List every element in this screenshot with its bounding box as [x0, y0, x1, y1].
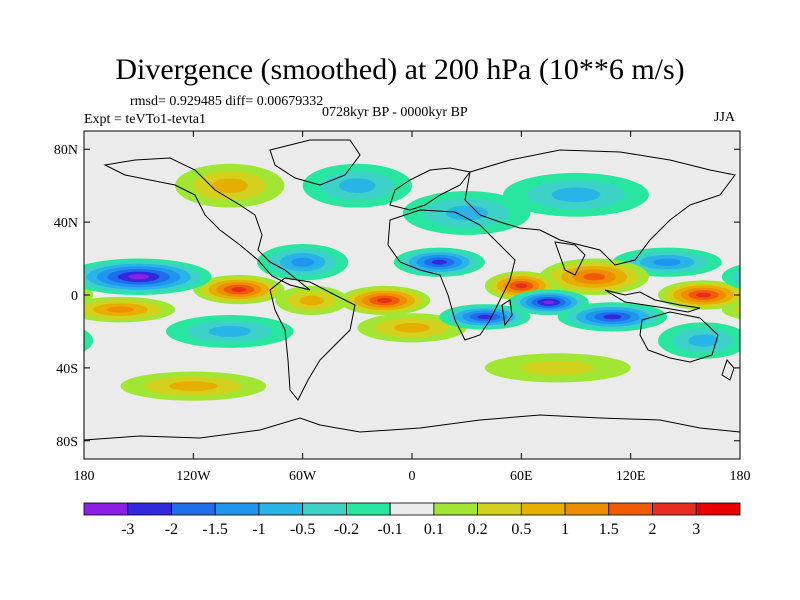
map-axes: 80N 40N 0 40S 80S 180 120W 60W 0 60E 120E 180 — [54, 131, 751, 484]
coastlines — [84, 139, 740, 441]
colorbar-label: 1.5 — [599, 521, 619, 538]
colorbar-swatch — [171, 502, 216, 516]
field-contour — [653, 258, 681, 266]
colorbar-label: -0.1 — [377, 521, 402, 538]
field-contour — [169, 381, 218, 391]
field-contour — [208, 325, 252, 337]
colorbar-label: 0.1 — [424, 521, 444, 538]
colorbar-label: 0.2 — [468, 521, 488, 538]
colorbar-label: 2 — [649, 521, 657, 538]
field-contour — [431, 259, 447, 265]
divergence-field — [84, 131, 740, 459]
colorbar-swatch — [564, 502, 610, 516]
field-contour — [84, 286, 94, 304]
field-contour — [299, 295, 324, 306]
lon-tick-label: 180 — [74, 469, 95, 484]
colorbar-swatch — [83, 502, 129, 516]
experiment-label: Expt = teVTo1-tevta1 — [84, 112, 206, 127]
coastline-south-america — [269, 277, 356, 401]
field-contour — [732, 269, 740, 285]
lon-tick-label: 180 — [730, 469, 751, 484]
lat-tick-label: 80S — [56, 435, 78, 450]
lon-tick-label: 120W — [176, 469, 211, 484]
colorbar-swatch — [389, 502, 435, 516]
colorbar-swatch — [695, 502, 741, 516]
colorbar-label: -1 — [252, 521, 265, 538]
field-contour — [393, 322, 431, 333]
field-contour — [377, 298, 393, 303]
lat-tick-label: 0 — [71, 289, 78, 304]
coastline-africa — [387, 209, 516, 341]
colorbar-label: -3 — [121, 521, 134, 538]
coastline-australia — [639, 311, 719, 363]
lon-tick-label: 60E — [510, 469, 533, 484]
lon-tick-label: 60W — [289, 469, 317, 484]
coastline-north-america — [103, 157, 311, 291]
field-contour — [445, 205, 488, 221]
field-contour — [542, 300, 555, 305]
colorbar-swatch — [214, 502, 260, 516]
field-contour — [735, 305, 740, 314]
lon-tick-label: 120E — [616, 469, 646, 484]
season-label: JJA — [714, 110, 736, 125]
coastline-antarctica — [84, 414, 740, 441]
field-contour — [515, 283, 528, 289]
field-contour — [551, 187, 601, 203]
colorbar-swatch — [520, 502, 566, 516]
field-contour — [695, 292, 712, 298]
colorbar-label: -1.5 — [203, 521, 228, 538]
colorbar-label: -0.5 — [290, 521, 315, 538]
colorbar-label: -2 — [165, 521, 178, 538]
stats-label: rmsd= 0.929485 diff= 0.00679332 — [130, 94, 324, 109]
field-contour — [603, 314, 622, 320]
field-contour — [231, 287, 247, 292]
colorbar-label: -0.2 — [334, 521, 359, 538]
field-contour — [688, 334, 719, 347]
coastline-asia — [464, 149, 736, 266]
colorbar-swatch — [652, 502, 697, 516]
field-contour — [211, 178, 248, 193]
colorbar-swatch — [477, 502, 522, 516]
coastline-new-zealand — [721, 359, 735, 381]
colorbar-swatch — [127, 502, 172, 516]
colorbar-swatch — [433, 502, 479, 516]
lat-tick-label: 40S — [56, 362, 78, 377]
map-title: Divergence (smoothed) at 200 hPa (10**6 … — [115, 53, 685, 86]
lat-tick-label: 40N — [54, 216, 78, 231]
field-contour — [339, 178, 376, 193]
field-contour — [128, 274, 150, 280]
colorbar-label: 1 — [561, 521, 569, 538]
lat-tick-label: 80N — [54, 143, 78, 158]
colorbar-swatch — [258, 502, 304, 516]
colorbar-swatch — [345, 502, 391, 516]
field-contour — [521, 360, 595, 376]
coastline-indonesia — [604, 289, 701, 313]
field-contour — [721, 264, 740, 289]
colorbar: -3 -2 -1.5 -1 -0.5 -0.2 -0.1 0.1 0.2 0.5 1 1.5 2 3 — [83, 502, 741, 538]
field-contour — [291, 257, 315, 267]
period-label: 0728kyr BP - 0000kyr BP — [322, 105, 468, 120]
field-contour — [583, 273, 606, 281]
coastline-greenland — [269, 139, 361, 186]
colorbar-label: 3 — [692, 521, 700, 538]
colorbar-label: 0.5 — [511, 521, 531, 538]
coastline-india — [554, 241, 586, 276]
colorbar-swatch — [608, 502, 653, 516]
colorbar-swatch — [302, 502, 347, 516]
lon-tick-label: 0 — [409, 469, 416, 484]
field-contour — [106, 306, 135, 313]
field-contour — [477, 314, 493, 319]
coastline-madagascar — [501, 299, 513, 327]
field-contour — [84, 329, 94, 352]
